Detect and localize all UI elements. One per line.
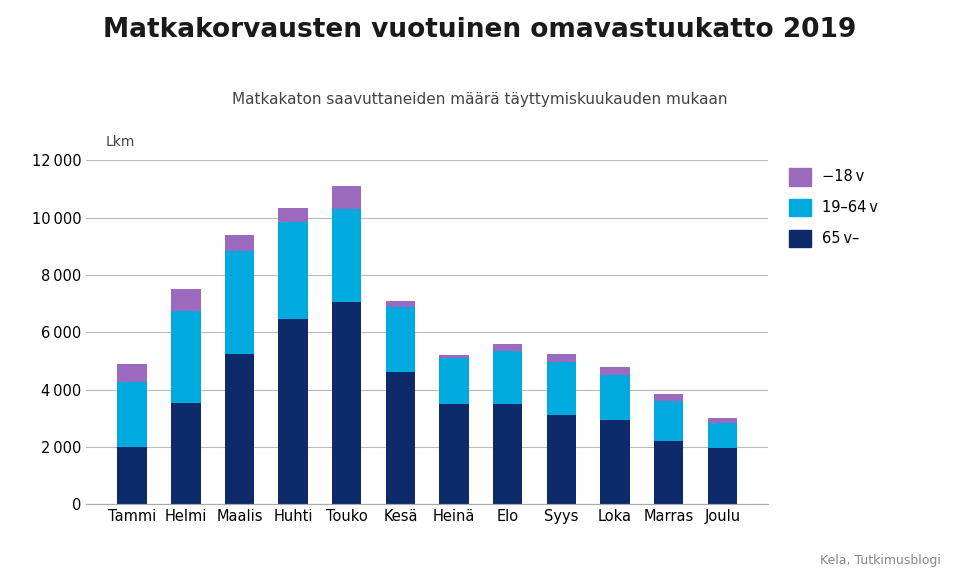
Bar: [708, 448, 737, 504]
Bar: [386, 372, 415, 504]
Bar: [332, 303, 362, 504]
Bar: [546, 354, 576, 363]
Bar: [332, 209, 362, 303]
Bar: [600, 375, 630, 419]
Bar: [492, 344, 522, 351]
Bar: [440, 355, 468, 358]
Bar: [278, 208, 308, 222]
Text: Kela, Tutkimusblogi: Kela, Tutkimusblogi: [820, 554, 941, 567]
Bar: [654, 401, 684, 441]
Bar: [600, 419, 630, 504]
Text: Matkakorvausten vuotuinen omavastuukatto 2019: Matkakorvausten vuotuinen omavastuukatto…: [104, 17, 856, 43]
Text: Lkm: Lkm: [106, 135, 134, 149]
Bar: [492, 351, 522, 404]
Bar: [708, 418, 737, 423]
Bar: [171, 289, 201, 311]
Bar: [600, 367, 630, 375]
Bar: [171, 403, 201, 504]
Bar: [225, 235, 254, 251]
Bar: [171, 311, 201, 403]
Bar: [492, 404, 522, 504]
Bar: [117, 364, 147, 383]
Bar: [117, 447, 147, 504]
Legend: −18 v, 19–64 v, 65 v–: −18 v, 19–64 v, 65 v–: [789, 168, 878, 248]
Bar: [654, 441, 684, 504]
Bar: [546, 415, 576, 504]
Bar: [225, 354, 254, 504]
Bar: [708, 423, 737, 448]
Bar: [278, 320, 308, 504]
Bar: [440, 358, 468, 404]
Bar: [117, 383, 147, 447]
Bar: [440, 404, 468, 504]
Text: Matkakaton saavuttaneiden määrä täyttymiskuukauden mukaan: Matkakaton saavuttaneiden määrä täyttymi…: [232, 92, 728, 107]
Bar: [386, 301, 415, 307]
Bar: [278, 222, 308, 320]
Bar: [225, 251, 254, 354]
Bar: [546, 363, 576, 415]
Bar: [654, 394, 684, 401]
Bar: [332, 186, 362, 209]
Bar: [386, 307, 415, 372]
